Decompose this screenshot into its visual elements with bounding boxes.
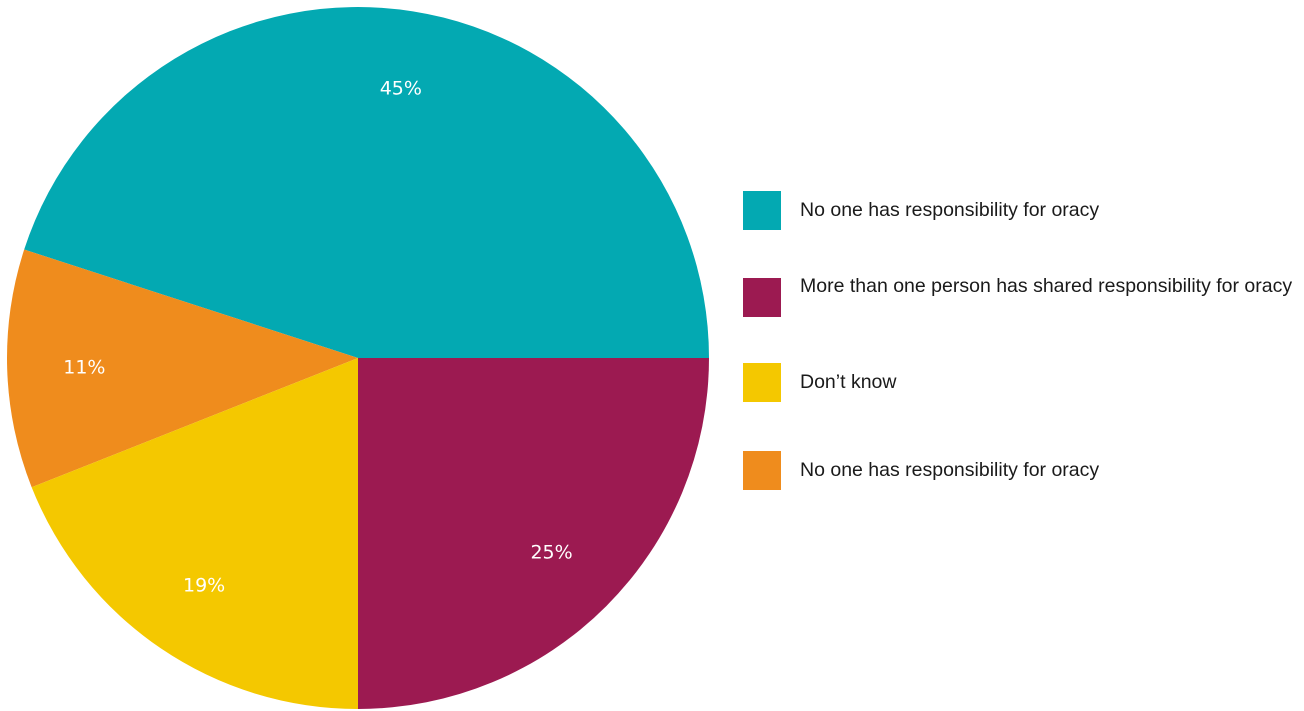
pie-slice <box>31 358 359 709</box>
legend-item: No one has responsibility for oracy <box>743 451 1300 490</box>
slice-value-label: 19% <box>183 574 225 596</box>
legend-item: More than one person has shared responsi… <box>743 275 1300 317</box>
legend-label: Don’t know <box>800 371 897 393</box>
legend-label: More than one person has shared responsi… <box>800 275 1293 297</box>
legend-swatch <box>743 191 781 230</box>
legend-item: Don’t know <box>743 363 1300 402</box>
pie-slice <box>24 7 710 359</box>
legend-label: No one has responsibility for oracy <box>800 459 1100 481</box>
pie-slice <box>358 358 709 709</box>
legend-swatch <box>743 363 781 402</box>
legend-swatch <box>743 451 781 490</box>
slice-value-label: 25% <box>530 542 572 564</box>
legend-item: No one has responsibility for oracy <box>743 191 1300 230</box>
legend-label: No one has responsibility for oracy <box>800 199 1100 221</box>
slice-value-label: 45% <box>380 78 422 100</box>
pie-chart: 45% 11% 19% 25% <box>6 7 710 709</box>
pie-slice <box>6 249 358 488</box>
legend-swatch <box>743 278 781 317</box>
slice-value-label: 11% <box>63 357 105 379</box>
